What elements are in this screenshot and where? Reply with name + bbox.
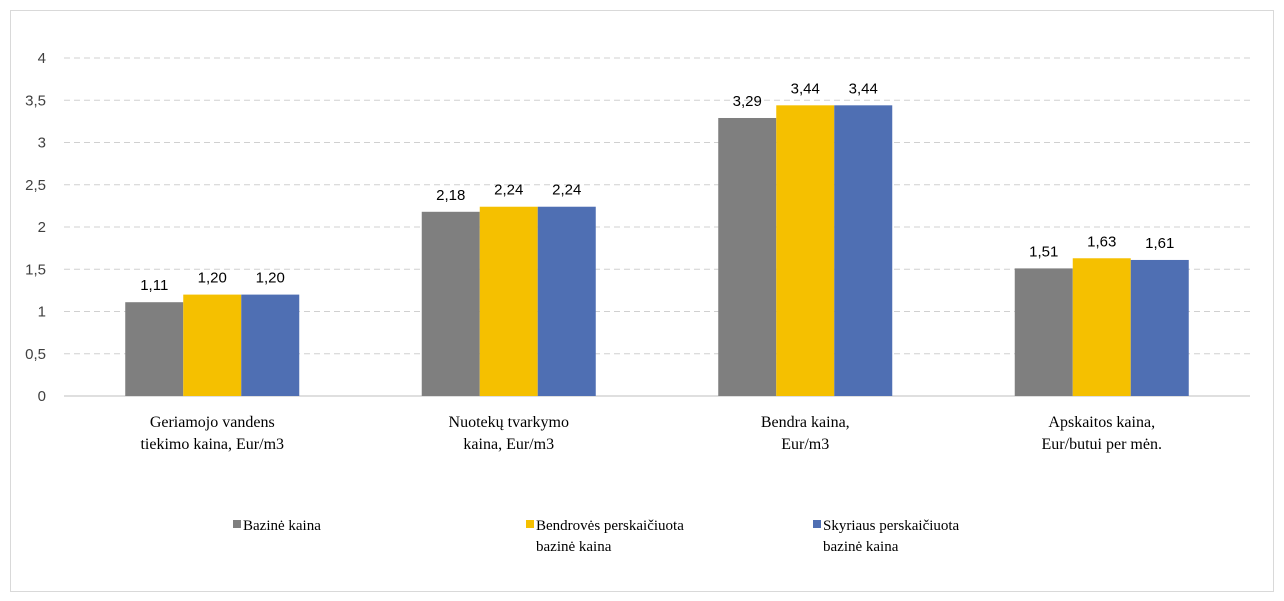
data-label: 3,44 xyxy=(791,80,820,97)
y-tick-label: 4 xyxy=(38,50,46,67)
legend-label: bazinė kaina xyxy=(823,539,899,555)
bar xyxy=(421,211,480,396)
y-tick-label: 1,5 xyxy=(25,261,46,278)
legend-label: Skyriaus perskaičiuota xyxy=(823,518,960,534)
bar xyxy=(776,105,835,396)
bar xyxy=(834,105,893,396)
category-label: Bendra kaina, xyxy=(761,414,850,431)
category-label: Geriamojo vandens xyxy=(150,414,275,431)
bar xyxy=(125,302,184,396)
data-label: 1,61 xyxy=(1145,235,1174,252)
legend-label: Bazinė kaina xyxy=(243,518,321,534)
category-label: tiekimo kaina, Eur/m3 xyxy=(140,436,284,453)
data-label: 1,63 xyxy=(1087,233,1116,250)
data-label: 2,24 xyxy=(552,182,581,199)
data-label: 2,18 xyxy=(436,187,465,204)
y-tick-label: 3 xyxy=(38,135,46,152)
bar xyxy=(241,294,300,396)
legend-swatch xyxy=(526,520,534,528)
legend-label: bazinė kaina xyxy=(536,539,612,555)
data-label: 1,20 xyxy=(198,270,227,287)
data-label: 3,44 xyxy=(849,80,878,97)
category-label: Eur/butui per mėn. xyxy=(1042,436,1162,453)
bar xyxy=(479,206,538,396)
legend-label: Bendrovės perskaičiuota xyxy=(536,518,684,534)
category-label: Apskaitos kaina, xyxy=(1048,414,1155,431)
data-label: 1,51 xyxy=(1029,243,1058,260)
bar xyxy=(1072,258,1131,396)
y-tick-label: 2 xyxy=(38,219,46,236)
bar xyxy=(1014,268,1073,396)
y-tick-label: 0,5 xyxy=(25,346,46,363)
bar xyxy=(1130,259,1189,396)
legend-swatch xyxy=(233,520,241,528)
data-label: 3,29 xyxy=(733,93,762,110)
data-label: 1,20 xyxy=(256,270,285,287)
category-label: kaina, Eur/m3 xyxy=(463,436,554,453)
y-tick-label: 1 xyxy=(38,304,46,321)
bar xyxy=(183,294,242,396)
data-label: 2,24 xyxy=(494,182,523,199)
bar xyxy=(537,206,596,396)
y-tick-label: 0 xyxy=(38,388,46,405)
category-label: Nuotekų tvarkymo xyxy=(449,414,569,431)
y-tick-label: 2,5 xyxy=(25,177,46,194)
y-tick-label: 3,5 xyxy=(25,92,46,109)
category-label: Eur/m3 xyxy=(781,436,829,453)
bar xyxy=(718,117,777,397)
legend-swatch xyxy=(813,520,821,528)
data-label: 1,11 xyxy=(140,277,168,294)
